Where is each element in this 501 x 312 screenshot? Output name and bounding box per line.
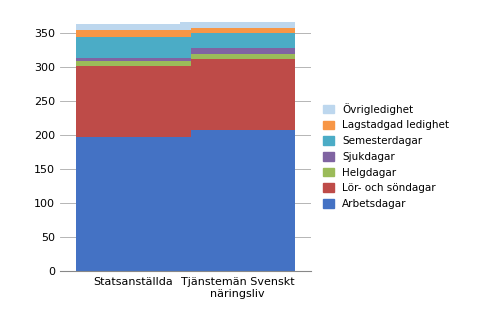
Bar — [76, 58, 190, 61]
Bar — [180, 48, 295, 54]
Bar — [76, 37, 190, 58]
Legend: Övrigledighet, Lagstadgad ledighet, Semesterdagar, Sjukdagar, Helgdagar, Lör- oc: Övrigledighet, Lagstadgad ledighet, Seme… — [323, 103, 449, 209]
Bar — [76, 66, 190, 137]
Bar — [76, 30, 190, 37]
Bar — [76, 24, 190, 30]
Bar — [180, 22, 295, 28]
Bar — [180, 59, 295, 130]
Bar — [180, 33, 295, 48]
Bar — [76, 137, 190, 271]
Bar — [180, 130, 295, 271]
Bar — [76, 61, 190, 66]
Bar — [180, 54, 295, 59]
Bar — [180, 28, 295, 33]
